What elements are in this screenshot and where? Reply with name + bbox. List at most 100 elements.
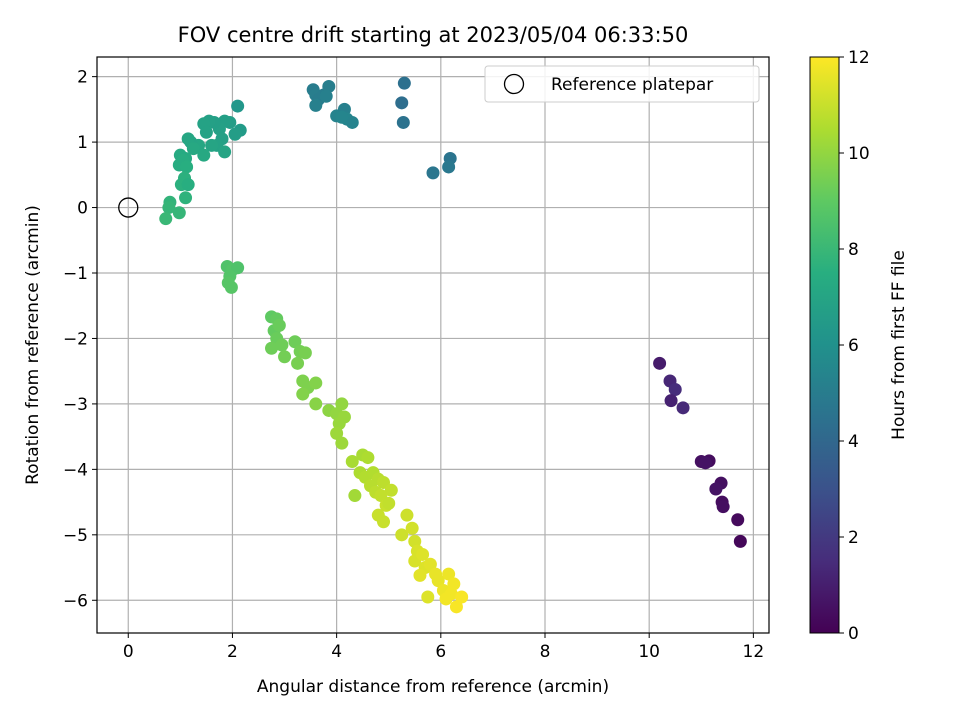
data-point [224, 280, 238, 294]
legend: Reference platepar [484, 65, 760, 103]
grid-lines [97, 57, 769, 633]
y-tick-label: −2 [63, 329, 88, 349]
data-point [405, 521, 419, 535]
x-axis-ticks: 0 2 4 6 8 10 12 [123, 633, 764, 662]
data-point [345, 455, 359, 469]
data-point [698, 456, 712, 470]
data-point [228, 127, 242, 141]
data-point [455, 590, 469, 604]
colorbar-label: Hours from first FF file [889, 250, 909, 440]
data-point [179, 191, 193, 205]
colorbar-ticks: 0 2 4 6 8 10 12 [839, 48, 870, 644]
data-point [731, 513, 745, 527]
data-point [423, 557, 437, 571]
colorbar-gradient [809, 56, 840, 634]
data-point [439, 592, 453, 606]
data-point [335, 436, 349, 450]
data-point [408, 534, 422, 548]
data-point [330, 426, 344, 440]
data-point [431, 574, 445, 588]
y-tick-label: −4 [63, 460, 88, 480]
data-point [159, 212, 173, 226]
data-point [272, 318, 286, 332]
x-tick-label: 6 [435, 642, 446, 662]
data-point [205, 138, 219, 152]
plot-frame [96, 56, 770, 634]
data-point [447, 577, 461, 591]
data-point [322, 79, 336, 93]
chart-title: FOV centre drift starting at 2023/05/04 … [178, 23, 689, 47]
colorbar-tick-label: 8 [848, 240, 859, 260]
data-point [335, 397, 349, 411]
data-point [278, 350, 292, 364]
data-point [396, 115, 410, 129]
data-point [442, 160, 456, 174]
data-point [181, 132, 195, 146]
data-point [265, 341, 279, 355]
data-point [416, 547, 430, 561]
y-tick-label: −5 [63, 526, 88, 546]
data-point [733, 534, 747, 548]
colorbar-tick-label: 4 [848, 432, 859, 452]
data-point [309, 376, 323, 390]
data-point [231, 261, 245, 275]
x-tick-label: 12 [743, 642, 765, 662]
data-point [384, 483, 398, 497]
data-point [332, 417, 346, 431]
legend-box [484, 65, 760, 103]
data-point [231, 99, 245, 113]
colorbar: 0 2 4 6 8 10 12 Hours from first FF file [809, 48, 909, 644]
data-point [288, 335, 302, 349]
x-tick-label: 0 [123, 642, 134, 662]
data-point [361, 451, 375, 465]
y-axis-label: Rotation from reference (arcmin) [23, 205, 43, 485]
data-points [159, 76, 747, 614]
x-axis-label: Angular distance from reference (arcmin) [257, 677, 609, 697]
y-tick-label: 2 [77, 68, 88, 88]
data-point [275, 338, 289, 352]
reference-marker-group [118, 197, 139, 218]
data-point [335, 110, 349, 124]
data-point [377, 515, 391, 529]
data-point [291, 356, 305, 370]
data-point [400, 508, 414, 522]
y-tick-label: 0 [77, 199, 88, 219]
data-point [442, 567, 456, 581]
x-tick-label: 4 [331, 642, 342, 662]
data-point [653, 356, 667, 370]
data-point [668, 383, 682, 397]
data-point [676, 401, 690, 415]
reference-platepar-marker [118, 197, 139, 218]
colorbar-tick-label: 12 [848, 48, 870, 68]
y-tick-label: −6 [63, 591, 88, 611]
data-point [395, 96, 409, 110]
y-tick-label: 1 [77, 133, 88, 153]
data-point [298, 346, 312, 360]
legend-reference-marker [503, 73, 525, 95]
data-point [162, 201, 176, 215]
colorbar-tick-label: 2 [848, 528, 859, 548]
data-point [345, 115, 359, 129]
colorbar-tick-label: 10 [848, 144, 870, 164]
data-point [309, 98, 323, 112]
data-point [395, 528, 409, 542]
x-tick-label: 8 [540, 642, 551, 662]
data-point [348, 489, 362, 503]
data-point [309, 397, 323, 411]
data-point [413, 568, 427, 582]
x-tick-label: 10 [638, 642, 660, 662]
data-point [172, 206, 186, 220]
colorbar-tick-label: 0 [848, 624, 859, 644]
data-point [199, 125, 213, 139]
colorbar-tick-label: 6 [848, 336, 859, 356]
data-point [296, 387, 310, 401]
y-tick-label: −1 [63, 264, 88, 284]
x-tick-label: 2 [227, 642, 238, 662]
data-point [382, 496, 396, 510]
data-point [449, 600, 463, 614]
data-point [180, 160, 194, 174]
y-axis-ticks: −6 −5 −4 −3 −2 −1 0 1 2 [63, 68, 97, 611]
data-point [709, 482, 723, 496]
data-point [397, 76, 411, 90]
data-point [426, 166, 440, 180]
